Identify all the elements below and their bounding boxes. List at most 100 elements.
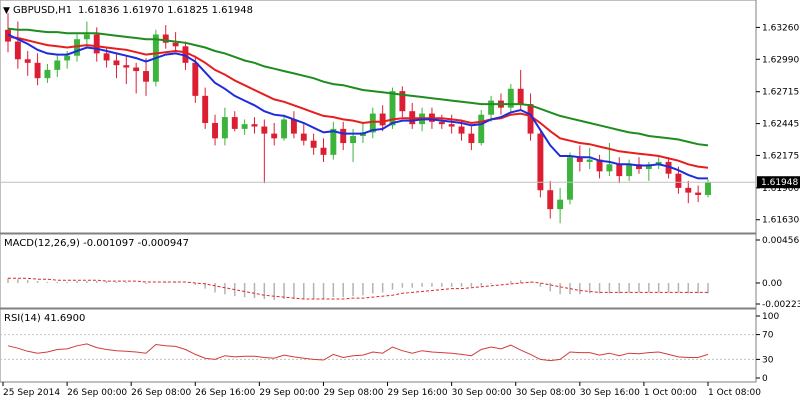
- time-tick-label: 30 Sep 16:00: [580, 388, 640, 398]
- candle-body: [290, 119, 297, 134]
- price-tick-label: 1.62715: [762, 88, 799, 98]
- candle-body: [478, 114, 485, 144]
- candle: [241, 119, 248, 135]
- macd-panel: [0, 233, 757, 309]
- candle-body: [389, 91, 396, 126]
- candle-body: [655, 161, 662, 165]
- candle: [537, 128, 544, 198]
- candle: [685, 180, 692, 204]
- candle: [330, 121, 337, 160]
- rsi-panel: [0, 308, 757, 383]
- candle: [576, 145, 583, 172]
- candle: [655, 157, 662, 170]
- candle-body: [576, 157, 583, 162]
- rsi-line: [7, 343, 709, 362]
- price-tick-label: 1.62175: [762, 151, 799, 161]
- candle: [5, 13, 11, 53]
- candle-body: [221, 117, 228, 139]
- candle-body: [172, 42, 179, 47]
- candle-body: [192, 62, 199, 96]
- price-tick-label: 1.62990: [762, 55, 799, 65]
- price-tick-label: 1.61630: [762, 216, 799, 226]
- candle-body: [645, 164, 652, 170]
- candle-body: [596, 159, 603, 172]
- candle-body: [24, 59, 31, 63]
- rsi-tick-label: 30: [762, 355, 774, 365]
- candle: [83, 21, 90, 48]
- ema-fast-line: [7, 33, 708, 180]
- candle-body: [616, 164, 623, 177]
- candle: [468, 126, 475, 151]
- candle-body: [103, 53, 110, 61]
- rsi-axis: 100 70 30 0: [756, 312, 779, 384]
- time-tick-label: 26 Sep 16:00: [195, 388, 255, 398]
- candle: [251, 117, 258, 134]
- candle-body: [626, 164, 633, 177]
- macd-tick-label: 0.00: [762, 279, 782, 289]
- candle: [665, 157, 672, 179]
- candle-body: [162, 34, 169, 43]
- candle-body: [379, 113, 386, 126]
- candle: [438, 114, 445, 129]
- price-panel: [0, 0, 757, 234]
- candle: [290, 111, 297, 139]
- macd-signal-path: [8, 277, 708, 300]
- candle-body: [14, 41, 21, 60]
- candle-body: [93, 34, 100, 54]
- time-tick-label: 1 Oct 00:00: [644, 388, 697, 398]
- candle-body: [675, 173, 682, 188]
- candle-body: [350, 135, 357, 144]
- candle: [281, 114, 288, 141]
- candle-body: [320, 147, 327, 155]
- candle-body: [44, 69, 51, 79]
- candle-body: [557, 199, 564, 210]
- candle-body: [202, 95, 209, 123]
- macd-title: MACD(12,26,9) -0.001097 -0.000947: [4, 238, 189, 249]
- candle: [34, 53, 41, 86]
- time-tick-label: 29 Sep 08:00: [323, 388, 383, 398]
- candle-body: [310, 140, 317, 148]
- candle: [488, 95, 495, 122]
- candle-body: [537, 133, 544, 191]
- candle-body: [64, 55, 71, 61]
- candle: [202, 87, 209, 129]
- candle: [261, 119, 268, 184]
- candle-body: [685, 187, 692, 193]
- candle: [212, 114, 218, 146]
- candle: [192, 55, 199, 103]
- rsi-path: [7, 343, 709, 362]
- candle: [310, 133, 317, 155]
- candle: [448, 114, 455, 134]
- macd-axis: 0.00456 0.00 -0.00223: [756, 236, 800, 310]
- candle-body: [182, 46, 189, 63]
- time-tick-label: 26 Sep 00:00: [67, 388, 127, 398]
- candle: [557, 187, 564, 224]
- macd-signal-line: [8, 277, 708, 300]
- candle: [231, 111, 238, 132]
- rsi-tick-label: 0: [762, 374, 768, 384]
- candle: [44, 63, 51, 83]
- candle: [300, 124, 307, 146]
- candle: [320, 138, 327, 162]
- time-axis: 25 Sep 2014 26 Sep 00:00 26 Sep 08:00 26 Se…: [2, 382, 761, 398]
- time-tick-label: 29 Sep 16:00: [388, 388, 448, 398]
- macd-tick-label: -0.00223: [762, 300, 800, 310]
- macd-histogram: [7, 278, 709, 300]
- candle-body: [547, 190, 554, 210]
- time-tick-label: 25 Sep 2014: [3, 388, 60, 398]
- candle-body: [567, 157, 573, 200]
- candle-body: [133, 67, 140, 72]
- candle-body: [123, 65, 130, 68]
- candle: [626, 159, 633, 181]
- price-tick-label: 1.61900: [762, 184, 799, 194]
- price-tick-label: 1.63260: [762, 23, 799, 33]
- candle: [54, 54, 61, 77]
- candle-body: [251, 124, 258, 127]
- chart-symbol: GBPUSD,H1: [13, 5, 72, 16]
- ema-slow-line: [7, 27, 709, 147]
- current-price-label: 1.61948: [761, 178, 798, 188]
- candle-body: [241, 124, 248, 129]
- candle-body: [143, 71, 149, 82]
- candle: [271, 122, 278, 146]
